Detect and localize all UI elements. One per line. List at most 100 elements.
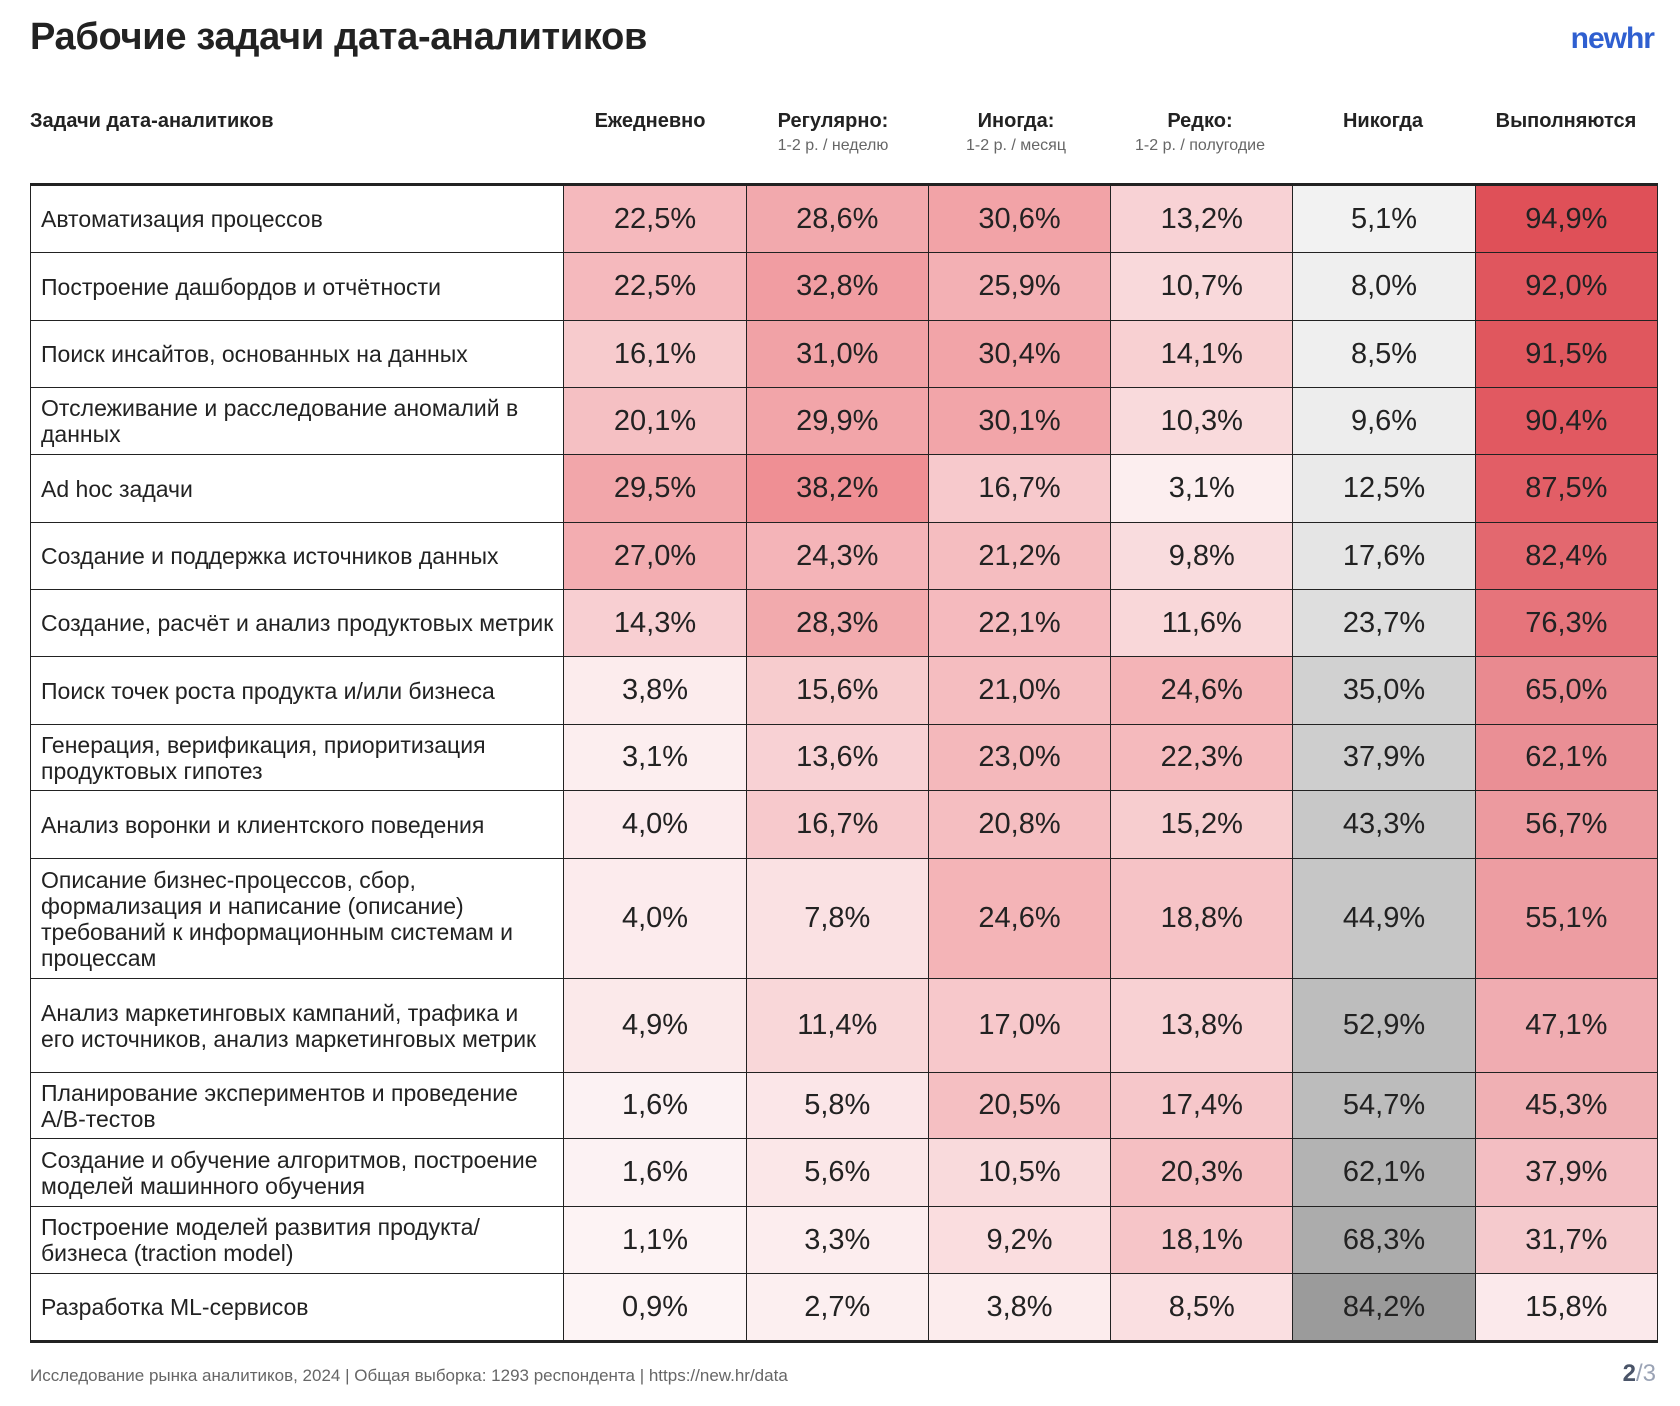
value-cell: 91,5% [1474,320,1659,388]
value-cell: 14,3% [563,589,747,657]
value-cell: 1,6% [563,1072,747,1139]
value-cell: 4,9% [563,978,747,1073]
value-cell: 16,7% [745,790,929,859]
value-cell: 23,7% [1292,589,1476,657]
value-cell: 18,8% [1110,858,1294,979]
value-cell: 9,8% [1110,522,1294,590]
task-label: Создание, расчёт и анализ продуктовых ме… [29,589,565,657]
table-row: Создание и обучение алгоритмов, построен… [29,1138,1659,1207]
tasks-table: Автоматизация процессов 22,5% 28,6% 30,6% 13… [29,183,1659,1343]
column-header-label: Регулярно: [777,110,889,132]
value-cell: 3,1% [1110,454,1294,523]
value-cell: 13,6% [745,724,929,791]
task-label: Поиск точек роста продукта и/или бизнеса [29,656,565,725]
value-cell: 5,8% [745,1072,929,1139]
value-cell: 23,0% [927,724,1112,791]
value-cell: 8,5% [1292,320,1476,388]
value-cell: 4,0% [563,790,747,859]
value-cell: 20,3% [1110,1138,1294,1207]
value-cell: 21,2% [927,522,1112,590]
value-cell: 15,8% [1474,1273,1659,1342]
task-label: Описание бизнес-процессов, сбор, формали… [29,858,565,979]
task-label: Создание и поддержка источников данных [29,522,565,590]
column-header-sub: 1-2 р. / месяц [966,137,1066,154]
value-cell: 3,3% [745,1206,929,1274]
table-row: Отслеживание и расследование аномалий в … [29,387,1659,455]
value-cell: 8,5% [1110,1273,1294,1342]
table-row: Поиск точек роста продукта и/или бизнеса… [29,656,1659,725]
value-cell: 45,3% [1474,1072,1659,1139]
value-cell: 31,0% [745,320,929,388]
value-cell: 17,0% [927,978,1112,1073]
task-label: Анализ маркетинговых кампаний, трафика и… [29,978,565,1073]
column-header-label: Редко: [1167,110,1233,132]
value-cell: 43,3% [1292,790,1476,859]
task-label: Ad hoc задачи [29,454,565,523]
value-cell: 62,1% [1292,1138,1476,1207]
task-label: Создание и обучение алгоритмов, построен… [29,1138,565,1207]
value-cell: 5,1% [1292,184,1476,253]
value-cell: 82,4% [1474,522,1659,590]
value-cell: 20,8% [927,790,1112,859]
value-cell: 11,4% [745,978,929,1073]
value-cell: 7,8% [745,858,929,979]
value-cell: 84,2% [1292,1273,1476,1342]
value-cell: 38,2% [745,454,929,523]
value-cell: 3,8% [927,1273,1112,1342]
table-row: Построение дашбордов и отчётности 22,5% 32… [29,252,1659,321]
column-header: Редко: 1-2 р. / полугодие [1088,110,1312,155]
table-row: Анализ маркетинговых кампаний, трафика и… [29,978,1659,1073]
value-cell: 76,3% [1474,589,1659,657]
task-label: Анализ воронки и клиентского поведения [29,790,565,859]
task-label: Поиск инсайтов, основанных на данных [29,320,565,388]
value-cell: 10,7% [1110,252,1294,321]
column-header-label: Ежедневно [594,110,706,132]
value-cell: 22,5% [563,184,747,253]
value-cell: 18,1% [1110,1206,1294,1274]
value-cell: 30,6% [927,184,1112,253]
value-cell: 0,9% [563,1273,747,1342]
table-row: Ad hoc задачи 29,5% 38,2% 16,7% 3,1% 12,5% 87,… [29,454,1659,523]
value-cell: 94,9% [1474,184,1659,253]
column-header-sub: 1-2 р. / неделю [777,137,889,154]
value-cell: 29,9% [745,387,929,455]
value-cell: 54,7% [1292,1072,1476,1139]
page-current: 2 [1622,1360,1636,1387]
table-row: Планирование экспериментов и проведение … [29,1072,1659,1139]
value-cell: 22,5% [563,252,747,321]
value-cell: 68,3% [1292,1206,1476,1274]
column-header: Никогда [1271,110,1495,133]
value-cell: 47,1% [1474,978,1659,1073]
value-cell: 12,5% [1292,454,1476,523]
value-cell: 15,6% [745,656,929,725]
task-label: Построение моделей развития продукта/биз… [29,1206,565,1274]
value-cell: 87,5% [1474,454,1659,523]
value-cell: 15,2% [1110,790,1294,859]
value-cell: 22,1% [927,589,1112,657]
footer-source: Исследование рынка аналитиков, 2024 | Об… [30,1366,788,1385]
value-cell: 44,9% [1292,858,1476,979]
value-cell: 32,8% [745,252,929,321]
table-row: Анализ воронки и клиентского поведения 4,… [29,790,1659,859]
value-cell: 24,3% [745,522,929,590]
value-cell: 10,3% [1110,387,1294,455]
value-cell: 37,9% [1292,724,1476,791]
table-row: Создание, расчёт и анализ продуктовых ме… [29,589,1659,657]
value-cell: 21,0% [927,656,1112,725]
value-cell: 25,9% [927,252,1112,321]
value-cell: 24,6% [927,858,1112,979]
newhr-logo: newhr [1570,22,1655,55]
value-cell: 90,4% [1474,387,1659,455]
table-row: Построение моделей развития продукта/биз… [29,1206,1659,1274]
value-cell: 5,6% [745,1138,929,1207]
value-cell: 30,4% [927,320,1112,388]
value-cell: 30,1% [927,387,1112,455]
task-label: Генерация, верификация, приоритизация пр… [29,724,565,791]
column-header: Ежедневно [538,110,762,133]
page-total: /3 [1635,1360,1656,1387]
value-cell: 31,7% [1474,1206,1659,1274]
task-label: Планирование экспериментов и проведение … [29,1072,565,1139]
value-cell: 3,8% [563,656,747,725]
column-header-label: Никогда [1342,110,1424,132]
value-cell: 1,1% [563,1206,747,1274]
